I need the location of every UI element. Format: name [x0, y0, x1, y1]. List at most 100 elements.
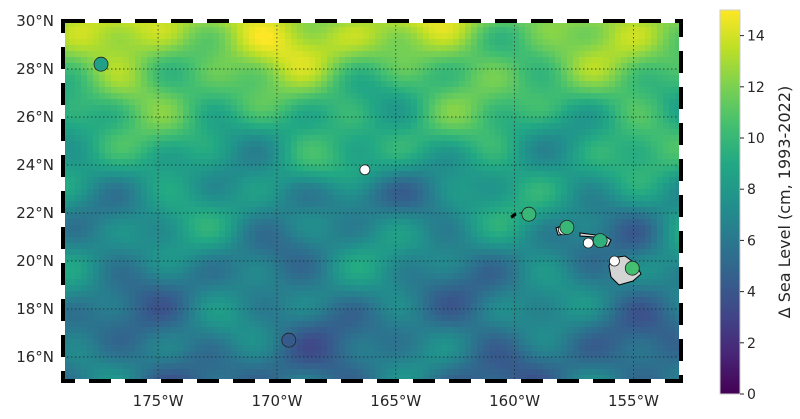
field-cell — [627, 105, 634, 112]
field-cell — [333, 135, 340, 142]
field-cell — [123, 87, 130, 94]
field-cell — [93, 183, 100, 190]
field-cell — [261, 297, 268, 304]
field-cell — [315, 75, 322, 82]
field-cell — [447, 177, 454, 184]
field-cell — [237, 39, 244, 46]
field-cell — [393, 33, 400, 40]
field-cell — [93, 255, 100, 262]
field-cell — [399, 129, 406, 136]
field-cell — [633, 69, 640, 76]
field-cell — [657, 123, 664, 130]
field-cell — [81, 93, 88, 100]
field-cell — [309, 111, 316, 118]
field-cell — [537, 93, 544, 100]
field-cell — [531, 75, 538, 82]
field-cell — [597, 195, 604, 202]
field-cell — [387, 39, 394, 46]
field-cell — [609, 171, 616, 178]
field-cell — [87, 291, 94, 298]
field-cell — [333, 255, 340, 262]
field-cell — [525, 111, 532, 118]
field-cell — [237, 153, 244, 160]
field-cell — [183, 309, 190, 316]
field-cell — [489, 285, 496, 292]
field-cell — [435, 255, 442, 262]
field-cell — [213, 291, 220, 298]
field-cell — [513, 93, 520, 100]
field-cell — [663, 195, 670, 202]
field-cell — [231, 159, 238, 166]
field-cell — [231, 285, 238, 292]
field-cell — [465, 213, 472, 220]
field-cell — [639, 207, 646, 214]
field-cell — [225, 111, 232, 118]
field-cell — [237, 129, 244, 136]
field-cell — [75, 279, 82, 286]
field-cell — [153, 123, 160, 130]
field-cell — [249, 153, 256, 160]
field-cell — [291, 45, 298, 52]
field-cell — [213, 21, 220, 28]
field-cell — [117, 303, 124, 310]
field-cell — [405, 69, 412, 76]
field-cell — [495, 69, 502, 76]
field-cell — [303, 51, 310, 58]
field-cell — [387, 21, 394, 28]
field-cell — [597, 45, 604, 52]
field-cell — [129, 63, 136, 70]
field-cell — [81, 231, 88, 238]
field-cell — [345, 75, 352, 82]
field-cell — [321, 57, 328, 64]
field-cell — [93, 243, 100, 250]
field-cell — [537, 57, 544, 64]
field-cell — [111, 291, 118, 298]
field-cell — [483, 285, 490, 292]
field-cell — [519, 99, 526, 106]
field-cell — [483, 183, 490, 190]
field-cell — [543, 207, 550, 214]
field-cell — [465, 165, 472, 172]
field-cell — [273, 141, 280, 148]
field-cell — [63, 273, 70, 280]
field-cell — [225, 177, 232, 184]
field-cell — [327, 273, 334, 280]
field-cell — [411, 57, 418, 64]
field-cell — [99, 165, 106, 172]
field-cell — [249, 135, 256, 142]
field-cell — [615, 69, 622, 76]
field-cell — [81, 237, 88, 244]
field-cell — [483, 21, 490, 28]
field-cell — [447, 135, 454, 142]
field-cell — [531, 243, 538, 250]
field-cell — [375, 189, 382, 196]
field-cell — [453, 207, 460, 214]
field-cell — [135, 189, 142, 196]
field-cell — [597, 177, 604, 184]
field-cell — [171, 27, 178, 34]
field-cell — [423, 57, 430, 64]
field-cell — [177, 159, 184, 166]
field-cell — [201, 87, 208, 94]
field-cell — [69, 207, 76, 214]
field-cell — [327, 213, 334, 220]
field-cell — [651, 165, 658, 172]
field-cell — [87, 27, 94, 34]
field-cell — [645, 171, 652, 178]
field-cell — [183, 273, 190, 280]
field-cell — [645, 117, 652, 124]
field-cell — [267, 147, 274, 154]
field-cell — [153, 183, 160, 190]
field-cell — [525, 201, 532, 208]
field-cell — [477, 153, 484, 160]
field-cell — [597, 93, 604, 100]
field-cell — [603, 249, 610, 256]
field-cell — [255, 303, 262, 310]
field-cell — [459, 177, 466, 184]
field-cell — [237, 165, 244, 172]
field-cell — [147, 273, 154, 280]
field-cell — [615, 249, 622, 256]
field-cell — [333, 183, 340, 190]
field-cell — [123, 225, 130, 232]
field-cell — [75, 195, 82, 202]
